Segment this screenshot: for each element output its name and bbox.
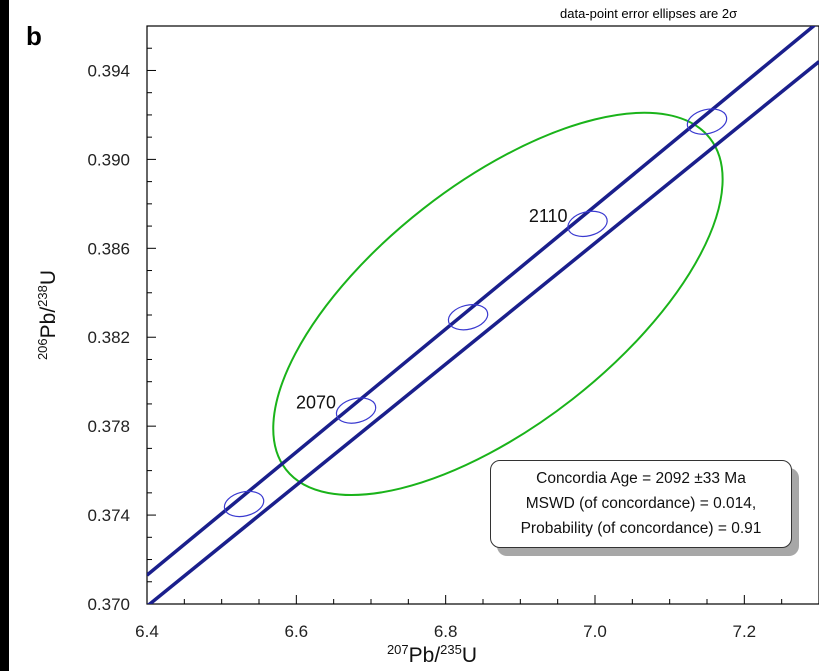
age-marker-ellipse — [567, 210, 608, 238]
y-tick-label: 0.370 — [87, 595, 130, 614]
y-tick-label: 0.382 — [87, 328, 130, 347]
y-axis-label: 206Pb/238U — [35, 270, 60, 360]
x-tick-label: 7.0 — [583, 622, 607, 641]
y-tick-label: 0.394 — [87, 61, 130, 80]
x-tick-label: 7.2 — [733, 622, 757, 641]
age-marker-ellipse — [447, 304, 489, 331]
age-marker-ellipse — [686, 108, 728, 135]
error-ellipse-note: data-point error ellipses are 2σ — [560, 6, 738, 21]
age-marker-label: 2110 — [529, 206, 568, 226]
y-tick-label: 0.378 — [87, 417, 130, 436]
x-tick-label: 6.6 — [285, 622, 309, 641]
panel-letter: b — [26, 21, 42, 51]
image-edge-bar — [0, 0, 9, 671]
concordia-age-result-box: Concordia Age = 2092 ±33 Ma MSWD (of con… — [490, 460, 792, 548]
concordia-lower-line — [147, 60, 819, 604]
concordia-upper-line — [147, 26, 817, 577]
age-marker-ellipse — [335, 397, 377, 424]
y-tick-label: 0.386 — [87, 239, 130, 258]
y-tick-label: 0.374 — [87, 506, 130, 525]
concordia-age-text: Concordia Age = 2092 ±33 Ma — [536, 470, 746, 487]
probability-text: Probability (of concordance) = 0.91 — [520, 520, 762, 537]
x-axis-label: 207Pb/235U — [387, 642, 477, 667]
x-tick-label: 6.4 — [135, 622, 159, 641]
mswd-text: MSWD (of concordance) = 0.014, — [525, 495, 757, 512]
age-marker-label: 2070 — [296, 393, 336, 413]
x-tick-label: 6.8 — [434, 622, 458, 641]
data-point-error-ellipse — [272, 111, 724, 496]
age-marker-ellipse — [223, 490, 265, 518]
y-tick-label: 0.390 — [87, 150, 130, 169]
